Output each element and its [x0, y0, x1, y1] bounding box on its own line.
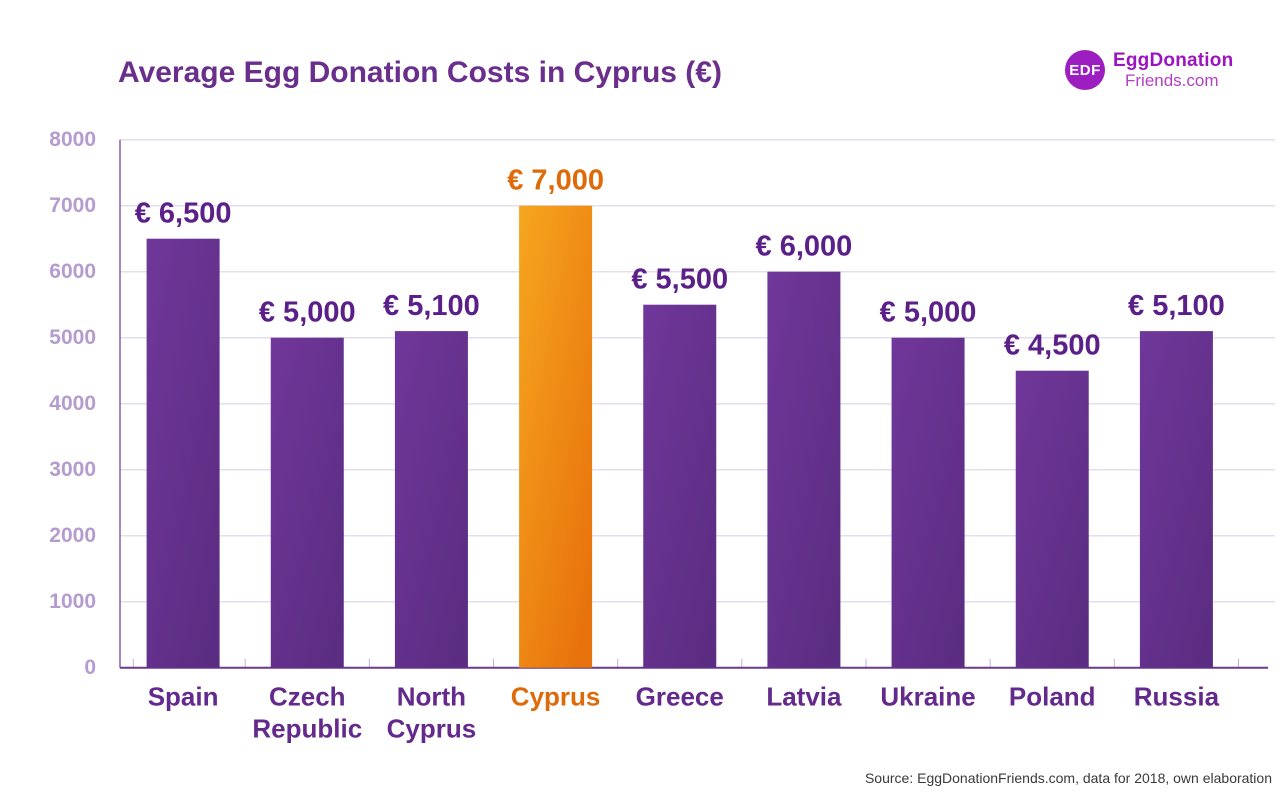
- svg-text:€ 6,500: € 6,500: [135, 198, 232, 230]
- svg-text:0: 0: [84, 656, 96, 679]
- svg-text:€ 6,000: € 6,000: [756, 231, 853, 263]
- svg-text:Latvia: Latvia: [766, 682, 842, 712]
- svg-text:2000: 2000: [49, 524, 96, 547]
- svg-text:Cyprus: Cyprus: [387, 714, 477, 744]
- svg-text:Greece: Greece: [636, 682, 724, 712]
- svg-text:Spain: Spain: [148, 682, 219, 712]
- svg-text:Ukraine: Ukraine: [880, 682, 975, 712]
- svg-text:7000: 7000: [49, 194, 96, 217]
- svg-text:Cyprus: Cyprus: [511, 682, 601, 712]
- svg-text:€ 5,500: € 5,500: [631, 264, 728, 296]
- svg-text:6000: 6000: [49, 260, 96, 283]
- svg-text:1000: 1000: [49, 590, 96, 613]
- svg-text:Poland: Poland: [1009, 682, 1096, 712]
- svg-text:8000: 8000: [49, 128, 96, 151]
- svg-text:Russia: Russia: [1134, 682, 1220, 712]
- svg-text:€ 5,100: € 5,100: [383, 290, 480, 322]
- svg-text:5000: 5000: [49, 326, 96, 349]
- svg-text:North: North: [397, 682, 466, 712]
- svg-text:€ 5,000: € 5,000: [259, 297, 356, 329]
- svg-text:€ 4,500: € 4,500: [1004, 330, 1101, 362]
- svg-text:€ 5,100: € 5,100: [1128, 290, 1225, 322]
- svg-text:4000: 4000: [49, 392, 96, 415]
- svg-text:€ 5,000: € 5,000: [880, 297, 977, 329]
- svg-text:Czech: Czech: [269, 682, 346, 712]
- svg-text:€ 7,000: € 7,000: [507, 165, 604, 197]
- svg-text:3000: 3000: [49, 458, 96, 481]
- svg-text:Republic: Republic: [252, 714, 362, 744]
